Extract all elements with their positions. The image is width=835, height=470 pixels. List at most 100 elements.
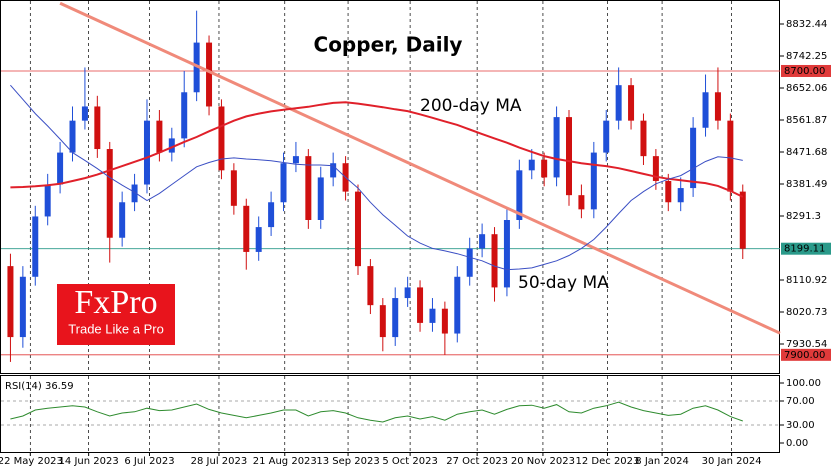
candle-body	[181, 92, 188, 139]
candle-body	[553, 117, 560, 178]
candle-body	[392, 298, 399, 338]
ma-label: 50-day MA	[518, 273, 609, 293]
y-tick-label: 100.00	[786, 378, 821, 389]
ma-line	[10, 101, 744, 198]
candle-body	[690, 127, 697, 189]
candle-body	[94, 106, 101, 150]
y-tick-label: 30.00	[786, 420, 815, 431]
x-tick-label: 14 Jun 2023	[59, 456, 119, 467]
candle-body	[317, 177, 324, 221]
y-tick-label: 8381.49	[786, 179, 827, 190]
candle-body	[454, 276, 461, 334]
candle-body	[441, 308, 448, 334]
candle-body	[491, 234, 498, 288]
y-tick-label: 0.00	[786, 438, 808, 449]
level-tag	[781, 64, 831, 77]
candle-body	[156, 120, 163, 153]
candle-body	[292, 156, 299, 164]
x-tick-label: 27 Oct 2023	[446, 456, 508, 467]
y-tick-label: 8832.44	[786, 19, 827, 30]
candle-body	[143, 120, 150, 185]
y-tick-label: 8652.06	[786, 83, 827, 94]
y-tick-label: 7930.54	[786, 339, 827, 350]
candle-body	[19, 276, 26, 338]
candle-body	[516, 170, 523, 221]
candle-body	[727, 120, 734, 192]
candle-body	[131, 184, 138, 203]
candle-body	[628, 85, 635, 121]
candle-body	[81, 106, 88, 121]
candle-body	[280, 163, 287, 203]
logo-box	[57, 284, 175, 345]
y-tick-label: 8291.3	[786, 211, 821, 222]
candle-body	[255, 227, 262, 252]
candle-body	[218, 106, 225, 171]
rsi-label: RSI(14) 36.59	[5, 381, 74, 392]
ma-line	[10, 84, 743, 271]
logo-brand: FxPro	[74, 284, 157, 321]
candle-body	[330, 163, 337, 178]
candle-body	[677, 188, 684, 203]
chart-title: Copper, Daily	[314, 33, 463, 57]
candle-body	[615, 85, 622, 121]
x-tick-label: 13 Sep 2023	[316, 456, 379, 467]
candle-body	[479, 234, 486, 249]
candle-body	[528, 159, 535, 171]
candle-body	[243, 205, 250, 252]
trend-line	[59, 1, 781, 335]
candle-body	[714, 92, 721, 121]
y-tick-label: 8110.92	[786, 275, 827, 286]
candle-body	[379, 305, 386, 338]
candle-body	[652, 156, 659, 181]
y-tick-label: 8020.73	[786, 307, 827, 318]
candle-body	[429, 308, 436, 323]
candle-body	[268, 202, 275, 228]
candle-body	[665, 180, 672, 203]
candle-body	[230, 170, 237, 206]
candle-body	[305, 156, 312, 221]
rsi-panel	[0, 375, 780, 453]
candle-body	[565, 117, 572, 196]
level-label: 7900.00	[784, 350, 825, 361]
x-tick-label: 5 Oct 2023	[382, 456, 437, 467]
x-tick-label: 30 Jan 2024	[702, 456, 762, 467]
x-tick-label: 22 May 2023	[0, 456, 63, 467]
candle-body	[640, 120, 647, 157]
x-tick-label: 12 Dec 2023	[576, 456, 640, 467]
candle-body	[354, 191, 361, 267]
candle-body	[119, 202, 126, 238]
candle-body	[367, 266, 374, 306]
candle-body	[603, 120, 610, 153]
candle-body	[702, 92, 709, 128]
candle-body	[578, 195, 585, 210]
y-tick-label: 8742.25	[786, 51, 827, 62]
candle-body	[503, 220, 510, 288]
candle-body	[590, 152, 597, 210]
y-tick-label: 70.00	[786, 396, 815, 407]
level-tag	[781, 242, 831, 255]
rsi-line	[10, 401, 743, 423]
candle-body	[57, 152, 64, 185]
level-label: 8700.00	[784, 66, 825, 77]
candle-body	[206, 42, 213, 107]
candle-body	[466, 248, 473, 277]
level-label: 8199.11	[784, 244, 825, 255]
candle-body	[44, 184, 51, 217]
x-tick-label: 6 Jul 2023	[124, 456, 174, 467]
candle-body	[69, 120, 76, 153]
x-tick-label: 28 Jul 2023	[191, 456, 248, 467]
candle-body	[32, 216, 39, 277]
y-tick-label: 8561.87	[786, 115, 827, 126]
candle-body	[541, 159, 548, 178]
ma-label: 200-day MA	[420, 96, 522, 116]
candle-body	[417, 287, 424, 323]
candle-body	[106, 149, 113, 238]
x-tick-label: 8 Jan 2024	[635, 456, 689, 467]
logo-tagline: Trade Like a Pro	[68, 321, 164, 336]
candle-body	[739, 191, 746, 249]
x-tick-label: 20 Nov 2023	[511, 456, 575, 467]
level-tag	[781, 348, 831, 361]
candle-body	[7, 266, 14, 338]
y-tick-label: 8471.68	[786, 147, 827, 158]
